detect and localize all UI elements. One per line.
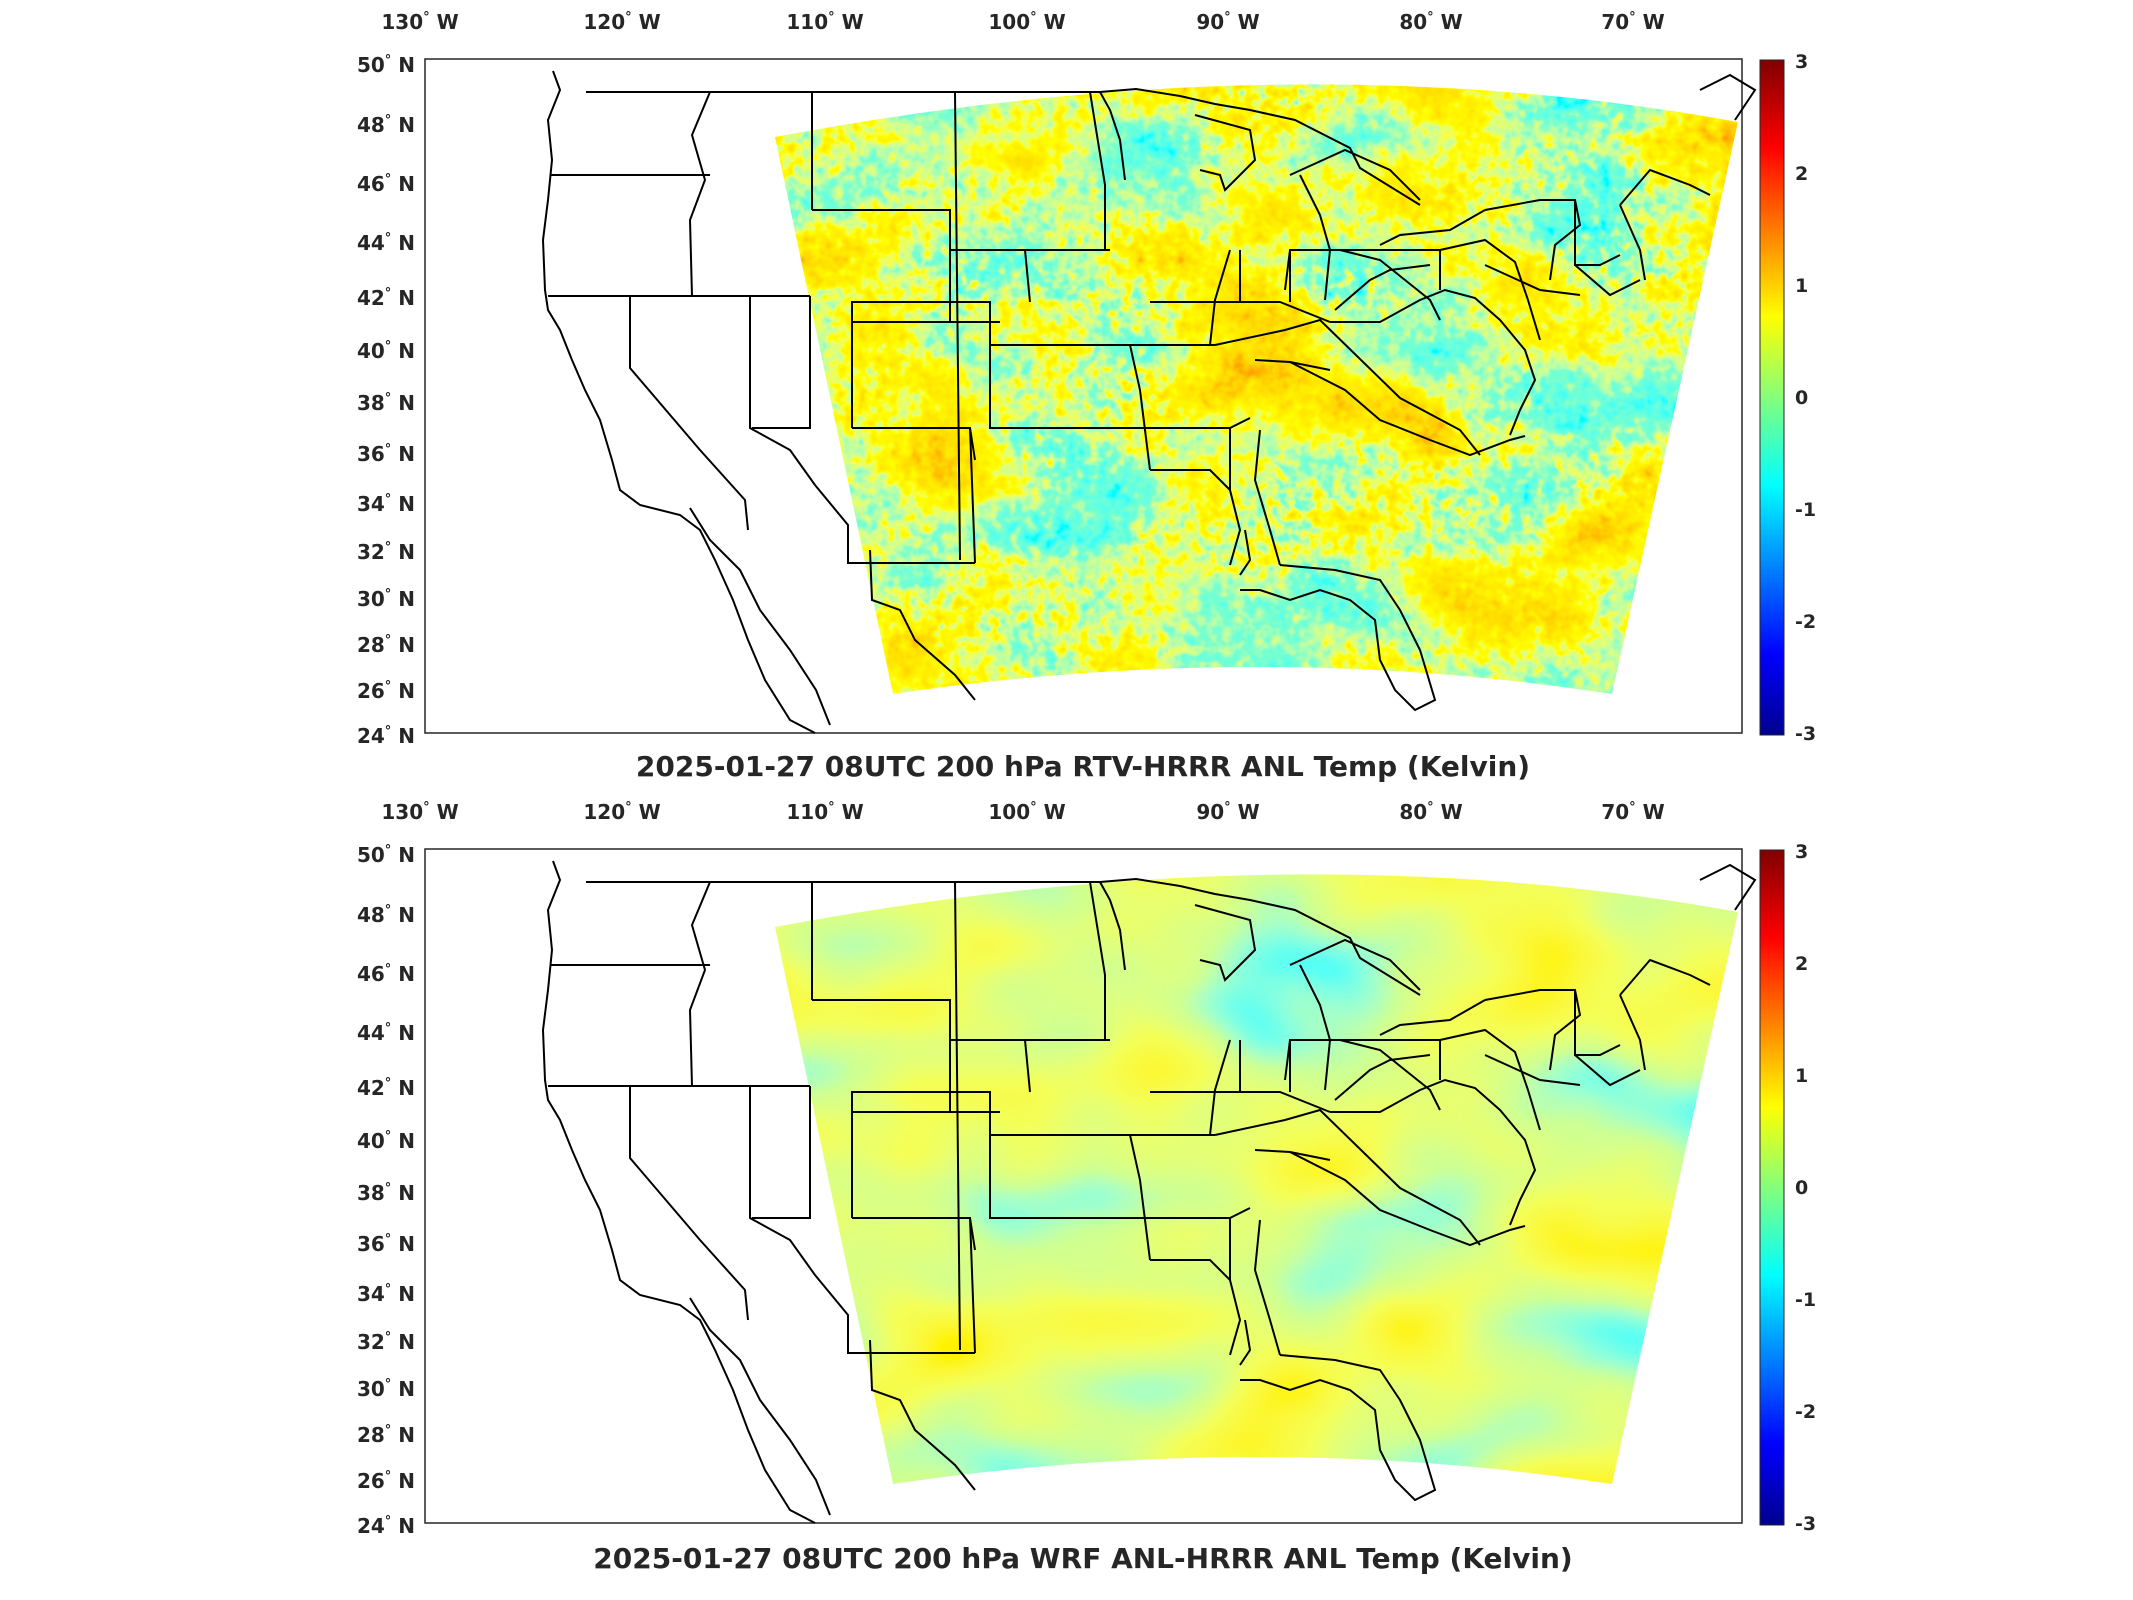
bottom-map-svg: 130° W 120° W 110° W 100° W 90° W 80° W … (357, 800, 1816, 1575)
lat-label: 38° N (357, 391, 415, 415)
lat-label: 24° N (357, 724, 415, 748)
lat-label: 28° N (357, 1423, 415, 1447)
lon-label: 110° W (786, 10, 863, 34)
lat-label: 28° N (357, 633, 415, 657)
lat-label: 32° N (357, 540, 415, 564)
colorbar-tick: 1 (1795, 275, 1808, 297)
state-borders (541, 70, 1757, 734)
lat-label: 42° N (357, 286, 415, 310)
colorbar-tick: -1 (1795, 1289, 1816, 1311)
colorbar-tick: 2 (1795, 163, 1808, 185)
bottom-map-panel: 130° W 120° W 110° W 100° W 90° W 80° W … (0, 790, 2133, 1590)
lat-label: 26° N (357, 1469, 415, 1493)
lon-label: 100° W (988, 10, 1065, 34)
lat-label: 48° N (357, 113, 415, 137)
lat-label: 36° N (357, 442, 415, 466)
lat-label: 42° N (357, 1076, 415, 1100)
lon-label: 90° W (1196, 10, 1259, 34)
lat-label: 30° N (357, 1377, 415, 1401)
colorbar-tick: -3 (1795, 723, 1816, 745)
lat-label: 40° N (357, 339, 415, 363)
lat-label: 44° N (357, 1021, 415, 1045)
lat-label: 30° N (357, 587, 415, 611)
lat-label: 40° N (357, 1129, 415, 1153)
lat-label: 48° N (357, 903, 415, 927)
colorbar-tick: 3 (1795, 51, 1808, 73)
lat-label: 46° N (357, 172, 415, 196)
colorbar-gradient (1759, 849, 1785, 1526)
colorbar-tick: 1 (1795, 1065, 1808, 1087)
panel-title: 2025-01-27 08UTC 200 hPa WRF ANL-HRRR AN… (593, 1542, 1572, 1575)
lat-label: 24° N (357, 1514, 415, 1538)
colorbar-gradient (1759, 59, 1785, 736)
lon-label: 70° W (1601, 10, 1664, 34)
lon-label: 70° W (1601, 800, 1664, 824)
state-borders (541, 860, 1757, 1524)
temperature-field (775, 84, 1738, 695)
colorbar-tick: -2 (1795, 611, 1816, 633)
lon-label: 120° W (583, 800, 660, 824)
latitude-labels: 50° N 48° N 46° N 44° N 42° N 40° N 38° … (357, 843, 415, 1538)
top-map-panel: 130° W 120° W 110° W 100° W 90° W 80° W … (357, 10, 1816, 783)
colorbar-tick: -1 (1795, 499, 1816, 521)
colorbar: 3 2 1 0 -1 -2 -3 (1759, 51, 1816, 745)
lon-label: 80° W (1399, 10, 1462, 34)
lat-label: 36° N (357, 1232, 415, 1256)
lon-label: 90° W (1196, 800, 1259, 824)
lon-label: 130° W (381, 800, 458, 824)
lat-label: 32° N (357, 1330, 415, 1354)
colorbar-tick: -2 (1795, 1401, 1816, 1423)
lat-label: 50° N (357, 843, 415, 867)
longitude-labels: 130° W 120° W 110° W 100° W 90° W 80° W … (381, 10, 1664, 34)
temperature-field (775, 874, 1738, 1485)
colorbar-tick: 0 (1795, 1177, 1808, 1199)
colorbar-tick: -3 (1795, 1513, 1816, 1535)
colorbar-tick: 2 (1795, 953, 1808, 975)
lat-label: 26° N (357, 679, 415, 703)
lon-label: 130° W (381, 10, 458, 34)
lon-label: 120° W (583, 10, 660, 34)
lat-label: 50° N (357, 53, 415, 77)
lon-label: 100° W (988, 800, 1065, 824)
lat-label: 34° N (357, 1282, 415, 1306)
lon-label: 110° W (786, 800, 863, 824)
colorbar: 3 2 1 0 -1 -2 -3 (1759, 841, 1816, 1535)
lat-label: 44° N (357, 231, 415, 255)
lat-label: 46° N (357, 962, 415, 986)
panel-title: 2025-01-27 08UTC 200 hPa RTV-HRRR ANL Te… (636, 750, 1530, 783)
colorbar-tick: 0 (1795, 387, 1808, 409)
lat-label: 38° N (357, 1181, 415, 1205)
lon-label: 80° W (1399, 800, 1462, 824)
longitude-labels: 130° W 120° W 110° W 100° W 90° W 80° W … (381, 800, 1664, 824)
colorbar-tick: 3 (1795, 841, 1808, 863)
top-map-svg: 130° W 120° W 110° W 100° W 90° W 80° W … (357, 10, 1816, 783)
latitude-labels: 50° N 48° N 46° N 44° N 42° N 40° N 38° … (357, 53, 415, 748)
lat-label: 34° N (357, 492, 415, 516)
